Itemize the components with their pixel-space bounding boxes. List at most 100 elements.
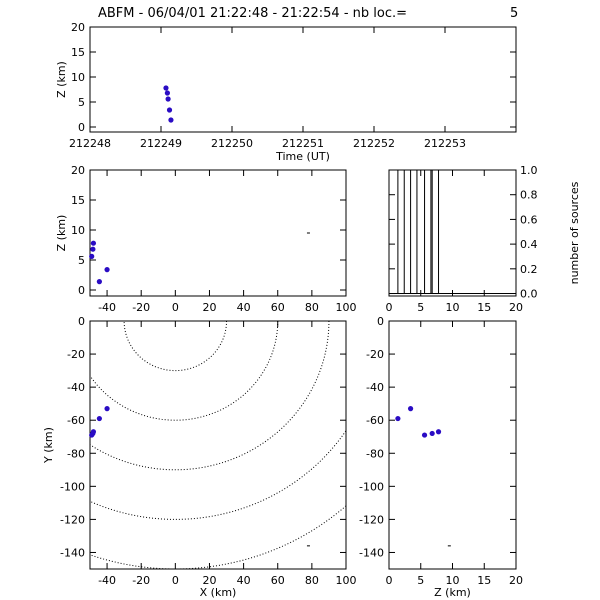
y-tick-label: -80 <box>366 447 384 460</box>
x-tick-label: -40 <box>98 574 116 587</box>
x-tick-label: 20 <box>202 574 216 587</box>
source-point <box>89 253 95 259</box>
range-ring <box>90 321 330 471</box>
y-tick-label: 15 <box>71 46 85 59</box>
station-marker <box>306 232 310 234</box>
y-tick-label: -60 <box>366 414 384 427</box>
y-tick-label: -120 <box>359 513 384 526</box>
y-tick-label: 10 <box>71 224 85 237</box>
source-point <box>165 96 171 102</box>
y-axis-label: Z (km) <box>55 61 68 98</box>
y-tick-label: 10 <box>71 71 85 84</box>
z-vs-time-panel: 212248 212249 212250 212251 212252 212253 0 5 10… <box>55 21 517 163</box>
y-tick-label: 0.6 <box>520 213 538 226</box>
y-tick-label: 15 <box>71 194 85 207</box>
y-tick-label: -140 <box>60 546 85 559</box>
y-tick-label: -120 <box>60 513 85 526</box>
y-tick-label: 0 <box>78 315 85 328</box>
y-tick-label: 0.4 <box>520 238 538 251</box>
source-point <box>104 267 110 273</box>
source-point <box>395 415 401 422</box>
x-tick-label: 100 <box>336 301 357 314</box>
x-tick-label: 212251 <box>282 137 324 150</box>
source-point <box>435 429 442 435</box>
source-point <box>90 429 97 435</box>
y-tick-label: 0 <box>377 315 384 328</box>
x-tick-label: -40 <box>98 301 116 314</box>
y-tick-label: -60 <box>67 414 85 427</box>
x-tick-label: 0 <box>172 301 179 314</box>
y-axis-label: number of sources <box>568 181 581 284</box>
histogram-bin <box>410 169 418 295</box>
station-marker <box>306 545 310 547</box>
plot-frame <box>89 169 347 297</box>
x-tick-label: 15 <box>477 301 491 314</box>
y-tick-label: 5 <box>78 96 85 109</box>
plot-frame <box>89 26 517 133</box>
x-tick-label: -20 <box>132 301 150 314</box>
x-tick-label: -20 <box>132 574 150 587</box>
location-count: 5 <box>510 6 518 21</box>
source-point <box>104 406 110 412</box>
y-vs-x-panel: -40 -20 0 20 40 60 80 100 0 -20 -40 -60 -80 -100 -120 -… <box>42 315 357 599</box>
y-tick-label: 1.0 <box>520 164 538 177</box>
x-tick-label: 80 <box>305 301 319 314</box>
z-vs-x-panel: -40 -20 0 20 40 60 80 100 0 5 10 15 20 Z (km) <box>55 164 357 314</box>
y-tick-label: 0.8 <box>520 189 538 202</box>
y-vs-z-panel: 0 5 10 15 20 0 -20 -40 -60 -80 -100 -120 -140 Z (km) <box>359 315 523 599</box>
y-axis-label: Y (km) <box>42 427 55 464</box>
y-tick-label: 0.0 <box>520 288 538 301</box>
x-tick-label: 212249 <box>140 137 182 150</box>
y-tick-label: 20 <box>71 164 85 177</box>
histogram-bin <box>397 169 405 295</box>
source-point <box>164 90 170 96</box>
x-tick-label: 10 <box>446 574 460 587</box>
x-tick-label: 20 <box>202 301 216 314</box>
x-tick-label: 5 <box>417 574 424 587</box>
y-tick-label: -80 <box>67 447 85 460</box>
range-rings <box>90 321 346 569</box>
source-point <box>421 432 428 438</box>
x-tick-label: 40 <box>237 574 251 587</box>
x-tick-label: 20 <box>509 574 523 587</box>
source-count-histogram-panel: 0 5 10 15 200.0 0.2 0.4 0.6 0.8 1.0 number of sour… <box>386 164 582 314</box>
x-tick-label: 5 <box>417 301 424 314</box>
source-point <box>96 415 102 422</box>
x-tick-label: 212252 <box>353 137 395 150</box>
x-axis-label: Z (km) <box>434 586 471 599</box>
x-tick-label: 212250 <box>211 137 253 150</box>
y-tick-label: -140 <box>359 546 384 559</box>
x-tick-label: 60 <box>271 301 285 314</box>
x-tick-label: 80 <box>305 574 319 587</box>
plot-frame <box>89 320 347 570</box>
x-tick-label: 212253 <box>424 137 466 150</box>
source-point <box>90 246 96 252</box>
figure-title: ABFM - 06/04/01 21:22:48 - 21:22:54 - nb… <box>98 6 407 21</box>
y-tick-label: -40 <box>366 381 384 394</box>
y-tick-label: 0 <box>78 284 85 297</box>
plot-frame <box>388 320 517 570</box>
x-tick-label: 40 <box>237 301 251 314</box>
x-tick-label: 60 <box>271 574 285 587</box>
source-point <box>90 240 97 246</box>
source-point <box>166 107 173 113</box>
y-tick-label: -100 <box>359 480 384 493</box>
source-point <box>163 85 169 91</box>
x-tick-label: 0 <box>386 301 393 314</box>
source-point <box>96 279 102 285</box>
x-tick-label: 212248 <box>69 137 111 150</box>
source-point <box>168 117 174 123</box>
x-tick-label: 15 <box>477 574 491 587</box>
histogram-bin <box>431 169 440 295</box>
y-tick-label: 20 <box>71 21 85 34</box>
y-axis-label: Z (km) <box>55 215 68 252</box>
histogram-bin <box>424 169 432 295</box>
x-tick-label: 100 <box>336 574 357 587</box>
y-tick-label: 0.2 <box>520 263 538 276</box>
station-marker <box>447 545 451 547</box>
source-point <box>407 406 414 412</box>
y-tick-label: 0 <box>78 121 85 134</box>
source-point <box>429 430 435 437</box>
x-axis-label: Time (UT) <box>275 150 330 163</box>
